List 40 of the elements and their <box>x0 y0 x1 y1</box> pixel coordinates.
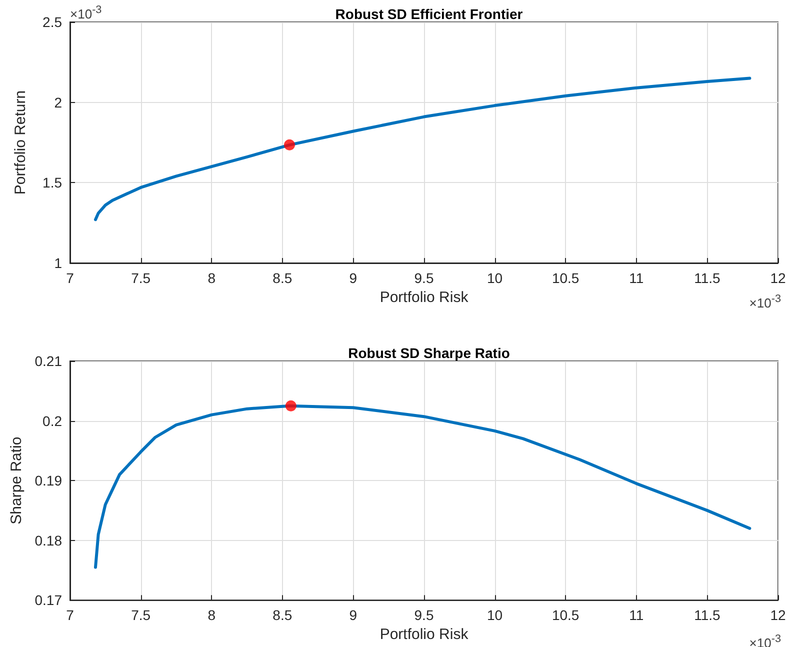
y-tick-label: 0.21 <box>34 353 62 369</box>
x-tick-label: 8.5 <box>272 607 292 624</box>
x-tick-label: 7.5 <box>131 607 151 624</box>
y-tick-label: 1 <box>54 255 62 271</box>
y-tick-label: 2.5 <box>42 14 62 30</box>
x-tick-label: 11 <box>629 607 644 624</box>
y-tick-label: 0.18 <box>34 532 62 548</box>
y-tick-label: 0.17 <box>34 592 62 608</box>
x-tick-label: 8 <box>208 270 216 286</box>
y-tick-label: 0.19 <box>34 472 62 489</box>
y-tick-label: 2 <box>54 94 62 110</box>
y-tick-label: 0.2 <box>42 412 62 429</box>
x-tick-label: 10 <box>487 607 503 624</box>
x-tick-label: 7 <box>66 607 74 624</box>
x-tick-label: 11.5 <box>694 607 721 624</box>
x-tick-label: 12 <box>770 607 786 624</box>
x-tick-label: 8 <box>208 607 216 624</box>
x-tick-label: 11 <box>629 270 644 286</box>
x-tick-label: 7 <box>66 270 74 286</box>
x-tick-label: 9 <box>349 607 358 624</box>
x-tick-label: 9.5 <box>414 270 434 286</box>
y-axis-title: Sharpe Ratio <box>8 436 25 524</box>
chart-title: Robust SD Sharpe Ratio <box>348 345 510 361</box>
x-tick-label: 7.5 <box>131 270 151 286</box>
x-tick-label: 10.5 <box>552 270 580 286</box>
y-axis-title: Portfolio Return <box>12 90 29 195</box>
y-tick-label: 1.5 <box>42 174 62 191</box>
x-tick-label: 12 <box>770 270 786 286</box>
x-tick-label: 10.5 <box>552 607 580 624</box>
text: ×10$^{-3}$ <box>70 4 102 22</box>
x-tick-label: 11.5 <box>694 270 721 286</box>
line-series <box>94 76 752 222</box>
x-tick-label: 8.5 <box>272 270 292 286</box>
x-axis-title: Portfolio Risk <box>380 626 469 643</box>
x-axis-title: Portfolio Risk <box>380 288 469 306</box>
text: ×10$^{-3}$ <box>749 293 781 310</box>
x-tick-label: 9.5 <box>414 607 434 624</box>
x-tick-label: 10 <box>487 270 503 286</box>
x-tick-label: 9 <box>349 270 358 286</box>
chart-title: Robust SD Efficient Frontier <box>335 6 524 22</box>
